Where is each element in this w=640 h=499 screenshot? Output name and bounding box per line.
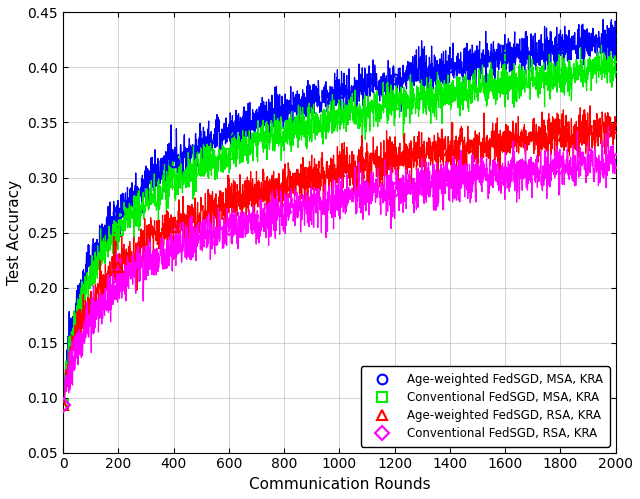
Conventional FedSGD, RSA, KRA <box>170 247 177 252</box>
Conventional FedSGD, RSA, KRA <box>556 164 564 170</box>
Conventional FedSGD, MSA, KRA <box>225 151 233 157</box>
Age-weighted FedSGD, MSA, KRA <box>170 159 177 165</box>
Line: Conventional FedSGD, MSA, KRA: Conventional FedSGD, MSA, KRA <box>58 62 620 410</box>
Age-weighted FedSGD, RSA, KRA <box>225 199 233 205</box>
Conventional FedSGD, MSA, KRA <box>391 101 399 107</box>
Conventional FedSGD, RSA, KRA <box>280 209 288 215</box>
Age-weighted FedSGD, RSA, KRA <box>170 224 177 230</box>
Conventional FedSGD, MSA, KRA <box>556 72 564 78</box>
Age-weighted FedSGD, MSA, KRA <box>115 210 122 216</box>
Conventional FedSGD, RSA, KRA <box>115 282 122 288</box>
Age-weighted FedSGD, MSA, KRA <box>391 76 399 82</box>
Conventional FedSGD, MSA, KRA <box>170 180 177 186</box>
Age-weighted FedSGD, MSA, KRA <box>446 64 454 70</box>
Conventional FedSGD, RSA, KRA <box>391 187 399 193</box>
Conventional FedSGD, RSA, KRA <box>446 178 454 184</box>
Age-weighted FedSGD, RSA, KRA <box>335 168 343 174</box>
Age-weighted FedSGD, RSA, KRA <box>556 132 564 138</box>
Age-weighted FedSGD, MSA, KRA <box>335 90 343 96</box>
Age-weighted FedSGD, MSA, KRA <box>60 402 67 408</box>
Line: Conventional FedSGD, RSA, KRA: Conventional FedSGD, RSA, KRA <box>58 156 620 410</box>
Legend: Age-weighted FedSGD, MSA, KRA, Conventional FedSGD, MSA, KRA, Age-weighted FedSG: Age-weighted FedSGD, MSA, KRA, Conventio… <box>360 366 610 447</box>
Conventional FedSGD, MSA, KRA <box>501 81 509 87</box>
Conventional FedSGD, MSA, KRA <box>335 114 343 120</box>
X-axis label: Communication Rounds: Communication Rounds <box>248 477 430 492</box>
Age-weighted FedSGD, RSA, KRA <box>501 139 509 145</box>
Conventional FedSGD, RSA, KRA <box>501 171 509 177</box>
Age-weighted FedSGD, RSA, KRA <box>391 157 399 163</box>
Y-axis label: Test Accuracy: Test Accuracy <box>7 180 22 285</box>
Conventional FedSGD, RSA, KRA <box>225 225 233 231</box>
Age-weighted FedSGD, MSA, KRA <box>501 54 509 60</box>
Age-weighted FedSGD, RSA, KRA <box>446 147 454 153</box>
Age-weighted FedSGD, RSA, KRA <box>280 182 288 188</box>
Line: Age-weighted FedSGD, MSA, KRA: Age-weighted FedSGD, MSA, KRA <box>58 35 620 410</box>
Age-weighted FedSGD, MSA, KRA <box>612 37 620 43</box>
Conventional FedSGD, MSA, KRA <box>612 64 620 70</box>
Age-weighted FedSGD, RSA, KRA <box>115 263 122 269</box>
Conventional FedSGD, MSA, KRA <box>446 90 454 96</box>
Age-weighted FedSGD, MSA, KRA <box>225 129 233 135</box>
Conventional FedSGD, RSA, KRA <box>60 402 67 408</box>
Conventional FedSGD, MSA, KRA <box>280 130 288 136</box>
Conventional FedSGD, MSA, KRA <box>60 402 67 408</box>
Age-weighted FedSGD, MSA, KRA <box>556 45 564 51</box>
Conventional FedSGD, RSA, KRA <box>335 197 343 203</box>
Conventional FedSGD, MSA, KRA <box>115 227 122 233</box>
Age-weighted FedSGD, MSA, KRA <box>280 107 288 113</box>
Line: Age-weighted FedSGD, RSA, KRA: Age-weighted FedSGD, RSA, KRA <box>58 123 620 410</box>
Age-weighted FedSGD, RSA, KRA <box>60 402 67 408</box>
Conventional FedSGD, RSA, KRA <box>612 158 620 164</box>
Age-weighted FedSGD, RSA, KRA <box>612 125 620 131</box>
